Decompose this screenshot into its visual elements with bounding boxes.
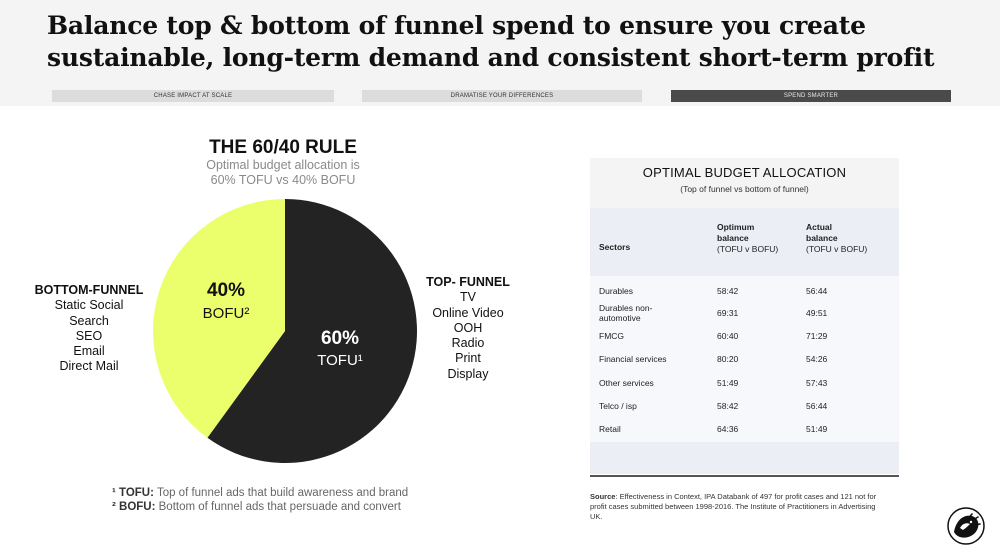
- cell-sector: Other services: [599, 378, 654, 388]
- table-title: OPTIMAL BUDGET ALLOCATION: [642, 165, 847, 180]
- footnote-tofu-key: ¹ TOFU:: [112, 487, 154, 499]
- pie-slice-tofu: [207, 199, 417, 463]
- table-header-band: OPTIMAL BUDGET ALLOCATION (Top of funnel…: [590, 158, 899, 208]
- table-row: Durables non-automotive 69:31 49:51: [590, 302, 899, 324]
- cell-actual: 51:49: [806, 424, 828, 434]
- rule-title: THE 60/40 RULE: [209, 137, 357, 158]
- actual-header-line2: balance: [806, 233, 838, 243]
- rule-subtitle-line1: Optimal budget allocation is: [206, 158, 360, 172]
- top-funnel-item: TV: [460, 290, 476, 305]
- source-text: : Effectiveness in Context, IPA Databank…: [590, 492, 877, 521]
- bofu-percent-label: 40%: [206, 280, 246, 301]
- source-label: Source: [590, 492, 616, 501]
- cell-sector: Telco / isp: [599, 401, 637, 411]
- table-rows: Durables 58:42 56:44 Durables non-automo…: [590, 276, 899, 442]
- cell-optimum: 58:42: [717, 286, 739, 296]
- bottom-funnel-list: BOTTOM-FUNNEL Static Social Search SEO E…: [28, 283, 150, 375]
- cell-optimum: 58:42: [717, 401, 739, 411]
- source-note: Source: Effectiveness in Context, IPA Da…: [590, 492, 890, 522]
- top-funnel-heading: TOP- FUNNEL: [426, 275, 510, 289]
- top-funnel-item: OOH: [453, 320, 483, 335]
- column-header-sectors: Sectors: [599, 242, 631, 252]
- tab-spend-smarter[interactable]: SPEND SMARTER: [671, 90, 951, 102]
- tofu-name-label: TOFU¹: [317, 352, 363, 369]
- table-row: FMCG 60:40 71:29: [590, 325, 899, 347]
- bottom-funnel-item: Direct Mail: [59, 359, 119, 374]
- footnote-bofu-text: Bottom of funnel ads that persuade and c…: [155, 501, 401, 513]
- pie-chart: [152, 199, 417, 463]
- rule-subtitle: Optimal budget allocation is 60% TOFU vs…: [178, 158, 388, 188]
- table-row: Retail 64:36 51:49: [590, 418, 899, 440]
- cell-actual: 49:51: [806, 308, 828, 318]
- pie-slice-bofu: [152, 199, 285, 438]
- cell-actual: 71:29: [806, 331, 828, 341]
- table-row: Other services 51:49 57:43: [590, 372, 899, 394]
- cell-sector: Retail: [599, 424, 621, 434]
- cell-optimum: 80:20: [717, 354, 739, 364]
- optimum-header-line3: (TOFU v BOFU): [717, 244, 779, 254]
- cell-sector: Financial services: [599, 354, 667, 364]
- top-funnel-item: Display: [447, 366, 489, 381]
- tab-dramatise-differences[interactable]: DRAMATISE YOUR DIFFERENCES: [362, 90, 642, 102]
- footnotes: ¹ TOFU: Top of funnel ads that build awa…: [112, 486, 492, 514]
- top-funnel-item: Print: [455, 351, 481, 366]
- cell-optimum: 69:31: [717, 308, 739, 318]
- bottom-funnel-item: Static Social: [54, 298, 124, 313]
- table-row: Financial services 80:20 54:26: [590, 348, 899, 370]
- cell-actual: 56:44: [806, 286, 828, 296]
- page-title: Balance top & bottom of funnel spend to …: [47, 11, 935, 72]
- table-bottom-rule: [590, 475, 899, 477]
- footnote-bofu-key: ² BOFU:: [112, 501, 156, 513]
- optimum-header-line1: Optimum: [717, 222, 755, 232]
- cell-actual: 57:43: [806, 378, 828, 388]
- cell-actual: 56:44: [806, 401, 828, 411]
- cell-optimum: 60:40: [717, 331, 739, 341]
- cell-sector: FMCG: [599, 331, 625, 341]
- bofu-name-label: BOFU²: [202, 305, 250, 322]
- cell-sector: Durables non-automotive: [599, 303, 653, 323]
- table-subtitle: (Top of funnel vs bottom of funnel): [680, 184, 809, 194]
- table-row: Durables 58:42 56:44: [590, 280, 899, 302]
- rule-subtitle-line2: 60% TOFU vs 40% BOFU: [210, 173, 356, 187]
- cell-optimum: 64:36: [717, 424, 739, 434]
- actual-header-line1: Actual: [806, 222, 832, 232]
- footnote-tofu: ¹ TOFU: Top of funnel ads that build awa…: [112, 486, 492, 500]
- table-row: Telco / isp 58:42 56:44: [590, 395, 899, 417]
- tofu-percent-label: 60%: [320, 328, 360, 349]
- column-header-optimum: Optimum balance (TOFU v BOFU): [717, 222, 797, 255]
- footnote-tofu-text: Top of funnel ads that build awareness a…: [153, 487, 409, 499]
- cell-sector: Durables: [599, 286, 634, 296]
- top-funnel-item: Online Video: [432, 305, 504, 320]
- top-funnel-list: TOP- FUNNEL TV Online Video OOH Radio Pr…: [418, 275, 518, 382]
- actual-header-line3: (TOFU v BOFU): [806, 244, 868, 254]
- cell-optimum: 51:49: [717, 378, 739, 388]
- optimum-header-line2: balance: [717, 233, 749, 243]
- lion-emblem-icon: [947, 507, 985, 545]
- cell-actual: 54:26: [806, 354, 828, 364]
- header-band: Balance top & bottom of funnel spend to …: [0, 0, 1000, 106]
- column-header-actual: Actual balance (TOFU v BOFU): [806, 222, 886, 255]
- bottom-funnel-heading: BOTTOM-FUNNEL: [34, 283, 144, 297]
- bottom-funnel-item: Email: [73, 344, 105, 359]
- budget-allocation-table: OPTIMAL BUDGET ALLOCATION (Top of funnel…: [590, 158, 899, 476]
- bottom-funnel-item: SEO: [75, 328, 103, 343]
- top-funnel-item: Radio: [451, 336, 485, 351]
- footnote-bofu: ² BOFU: Bottom of funnel ads that persua…: [112, 500, 492, 514]
- tab-chase-impact[interactable]: CHASE IMPACT AT SCALE: [52, 90, 334, 102]
- bottom-funnel-item: Search: [69, 313, 109, 328]
